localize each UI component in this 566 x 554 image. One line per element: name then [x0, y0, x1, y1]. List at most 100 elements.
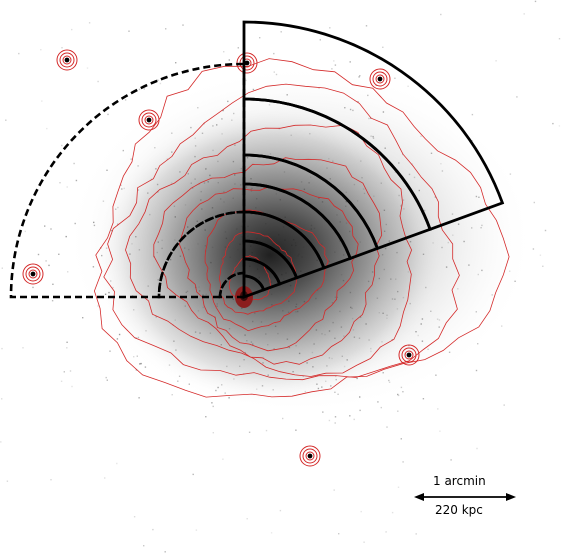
noise-speck — [32, 286, 34, 289]
source-core — [244, 60, 250, 66]
contour-line — [103, 83, 460, 381]
noise-speck — [50, 479, 52, 481]
noise-speck — [52, 283, 54, 285]
noise-speck — [44, 225, 46, 227]
noise-speck — [228, 59, 230, 61]
noise-speck — [63, 371, 65, 373]
noise-speck — [360, 510, 362, 513]
noise-speck — [138, 397, 140, 399]
point-source — [138, 109, 160, 131]
noise-speck — [73, 162, 75, 165]
noise-speck — [558, 125, 561, 127]
noise-speck — [415, 533, 417, 535]
noise-speck — [237, 47, 239, 49]
noise-speck — [5, 119, 7, 121]
scale-bar-left-arrow — [414, 493, 424, 501]
source-contour — [144, 115, 154, 125]
noise-speck — [439, 430, 441, 432]
point-source — [22, 263, 44, 285]
noise-speck — [86, 67, 89, 69]
noise-speck — [349, 415, 351, 417]
noise-speck — [329, 27, 331, 29]
noise-speck — [394, 77, 396, 79]
source-contour — [404, 350, 414, 360]
noise-speck — [205, 416, 207, 418]
noise-speck — [60, 380, 63, 382]
noise-speck — [61, 144, 63, 147]
noise-speck — [365, 25, 368, 27]
noise-speck — [270, 532, 273, 534]
point-sources — [22, 49, 420, 467]
noise-speck — [265, 429, 268, 432]
noise-speck — [212, 405, 214, 408]
noise-speck — [124, 99, 127, 101]
noise-speck — [338, 533, 340, 535]
noise-speck — [67, 271, 69, 273]
source-contour — [369, 68, 391, 90]
diffuse-emission — [95, 105, 445, 405]
noise-speck — [475, 369, 478, 372]
noise-speck — [37, 253, 40, 256]
noise-speck — [143, 88, 145, 90]
scale-bar — [414, 493, 516, 501]
noise-speck — [212, 432, 214, 434]
source-contour — [25, 266, 41, 282]
point-source — [369, 68, 391, 90]
noise-speck — [558, 38, 561, 40]
noise-speck — [104, 477, 106, 479]
source-core — [406, 352, 412, 358]
noise-speck — [182, 24, 184, 26]
solid-sector-annulus — [242, 20, 505, 232]
noise-speck — [1, 267, 3, 269]
noise-speck — [82, 317, 84, 319]
source-contour — [398, 344, 420, 366]
noise-speck — [1, 347, 3, 350]
noise-speck — [539, 254, 542, 256]
noise-speck — [159, 82, 162, 85]
source-contour — [305, 451, 315, 461]
source-contour — [22, 263, 44, 285]
noise-speck — [105, 376, 107, 379]
noise-speck — [143, 545, 145, 547]
noise-speck — [88, 22, 91, 24]
noise-speck — [333, 489, 335, 491]
noise-speck — [71, 28, 73, 31]
noise-speck — [333, 60, 335, 62]
noise-speck — [175, 62, 177, 64]
source-contour — [401, 347, 417, 363]
noise-speck — [280, 31, 282, 33]
source-contour — [302, 448, 318, 464]
noise-speck — [246, 518, 248, 520]
noise-speck — [334, 416, 337, 418]
noise-speck — [59, 182, 61, 184]
noise-speck — [138, 88, 141, 91]
noise-speck — [58, 253, 60, 255]
scale-bar-arcmin-label: 1 arcmin — [433, 474, 486, 488]
noise-speck — [109, 350, 111, 352]
noise-speck — [133, 516, 136, 518]
noise-speck — [495, 60, 497, 62]
source-contour — [138, 109, 160, 131]
noise-speck — [516, 96, 518, 98]
noise-speck — [223, 51, 225, 53]
source-contour — [56, 49, 78, 71]
noise-speck — [75, 179, 78, 182]
noise-speck — [295, 429, 297, 431]
noise-speck — [66, 186, 68, 188]
noise-speck — [195, 529, 198, 531]
noise-speck — [450, 459, 452, 461]
noise-speck — [165, 28, 167, 30]
noise-speck — [319, 39, 321, 41]
noise-speck — [400, 438, 402, 440]
noise-speck — [533, 201, 535, 204]
noise-speck — [391, 511, 394, 514]
source-core — [377, 76, 383, 82]
noise-speck — [157, 79, 159, 81]
contour-line — [218, 231, 297, 315]
noise-speck — [552, 122, 554, 125]
noise-speck — [1, 398, 3, 400]
point-source — [398, 344, 420, 366]
noise-speck — [471, 113, 474, 116]
noise-speck — [334, 422, 336, 424]
noise-speck — [353, 418, 355, 421]
